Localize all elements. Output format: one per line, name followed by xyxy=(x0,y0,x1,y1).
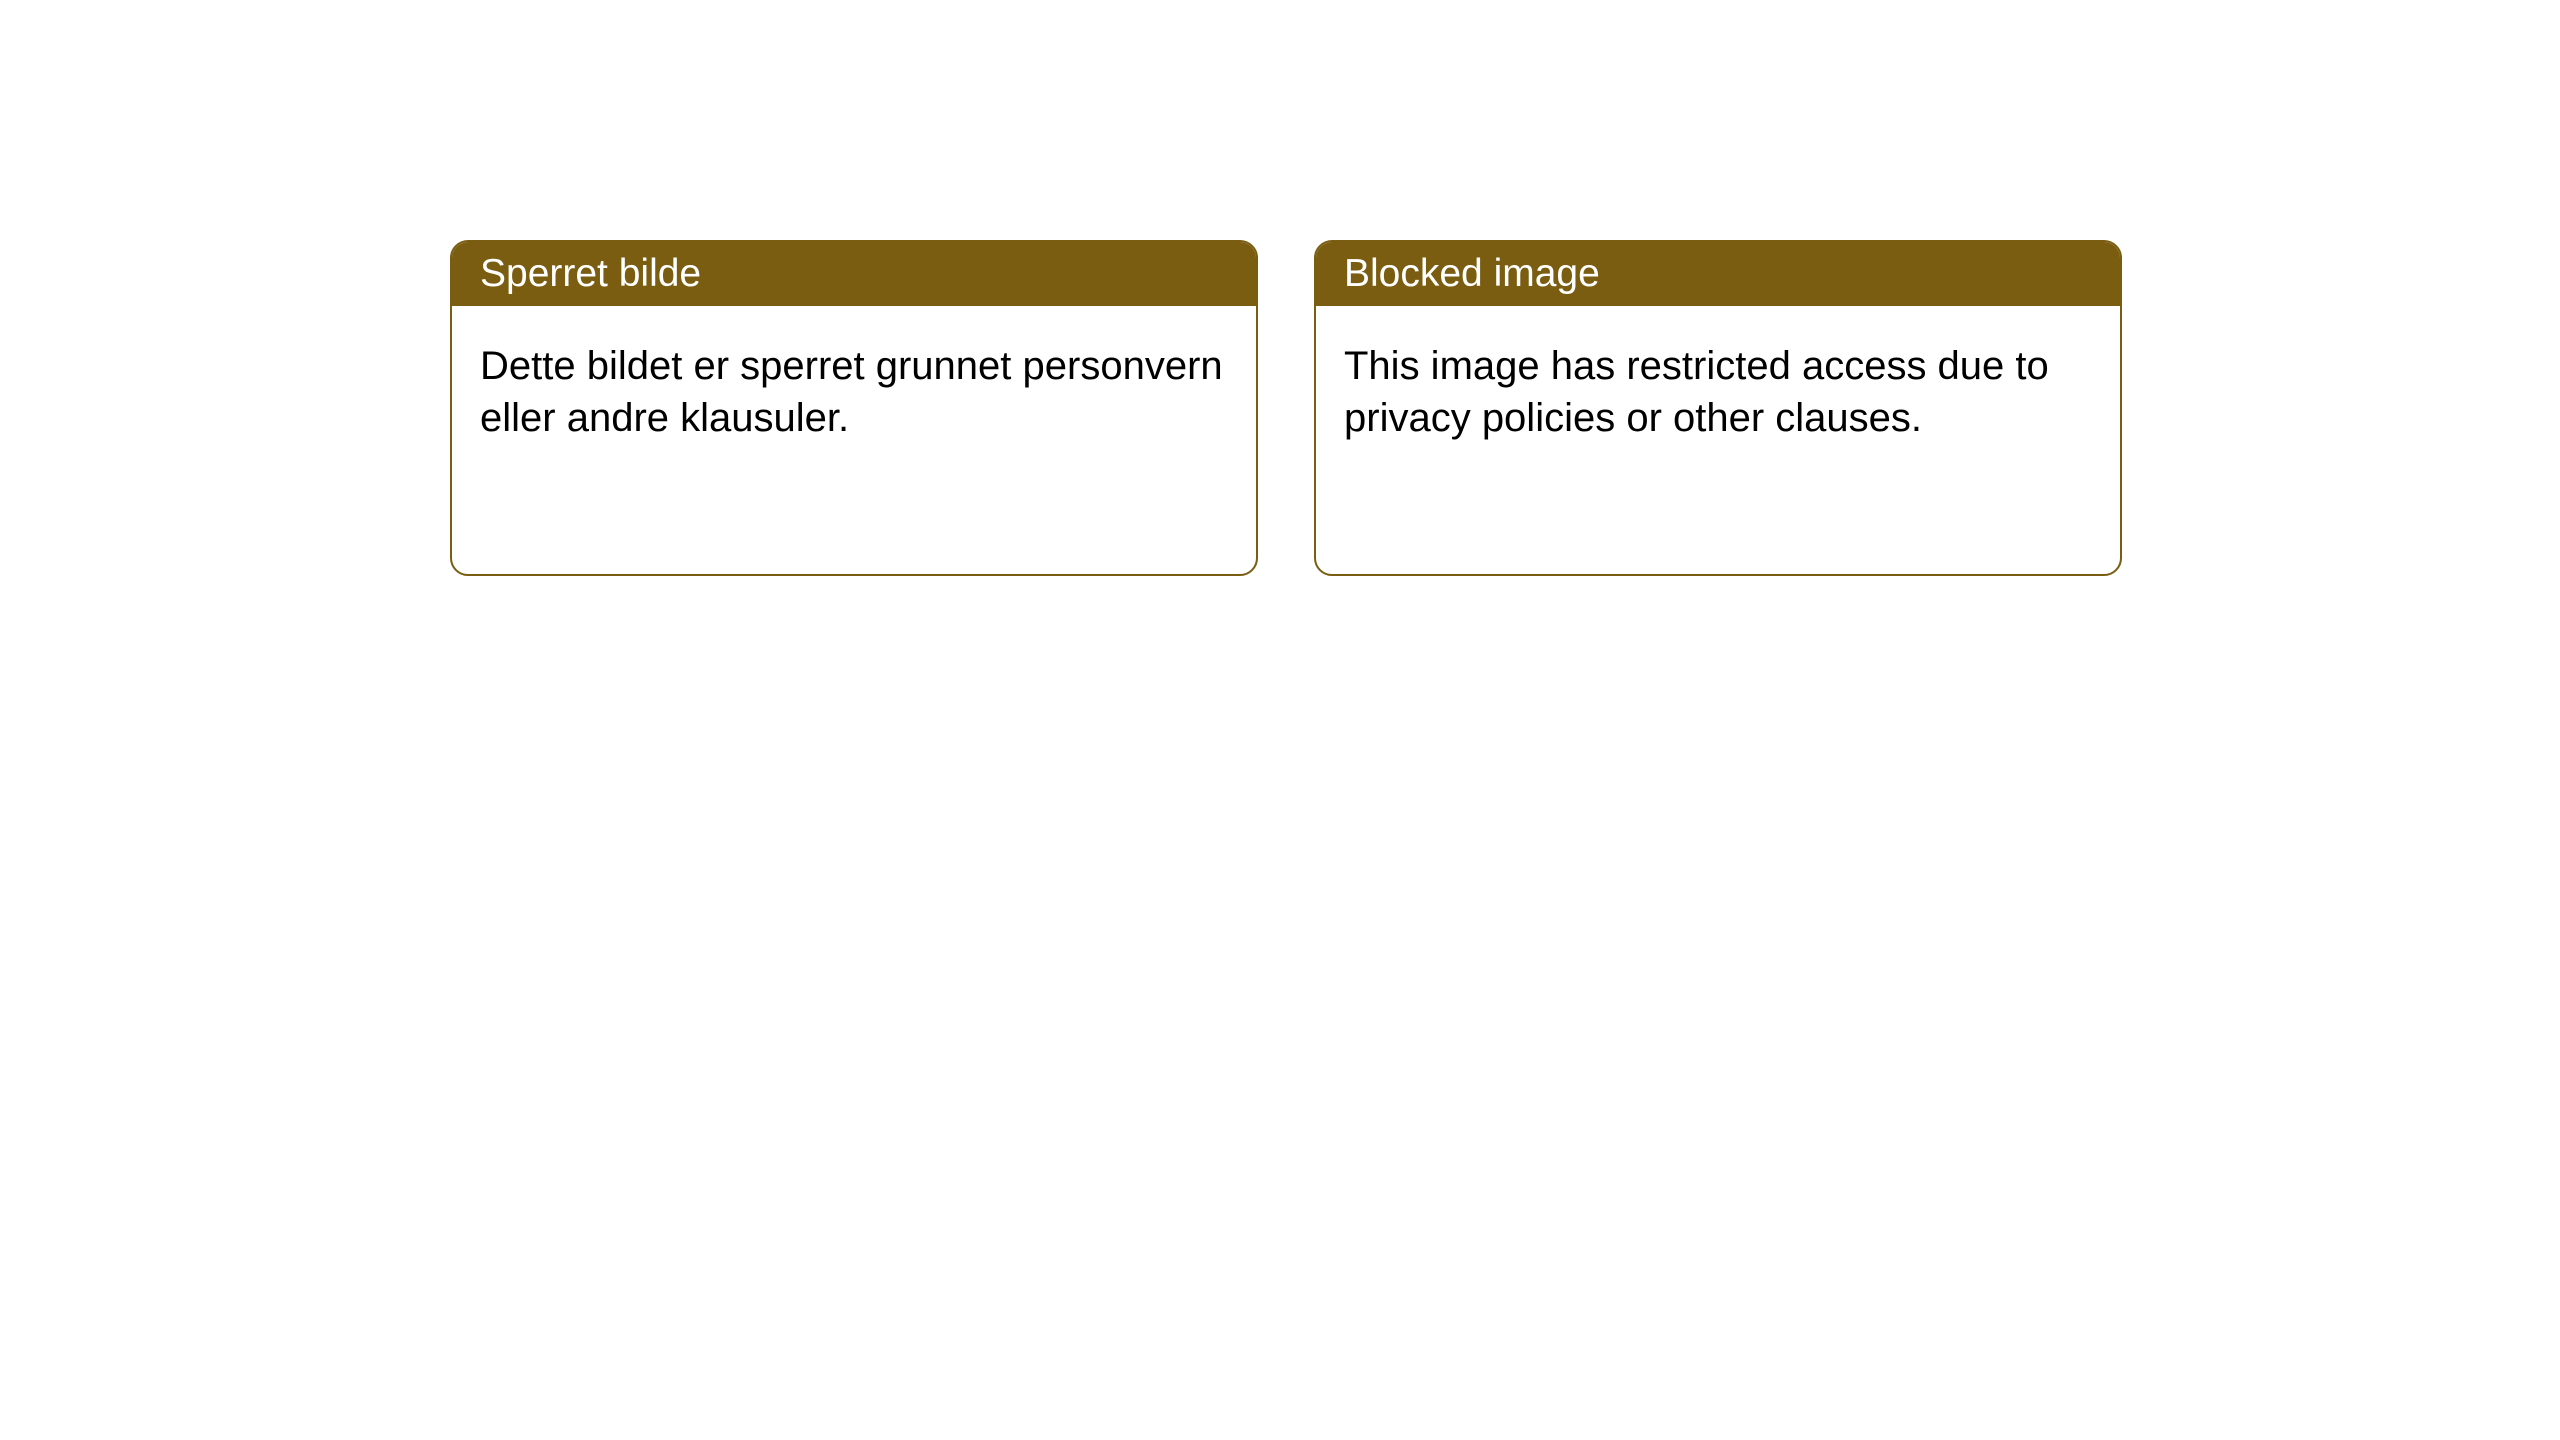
card-title: Sperret bilde xyxy=(480,252,701,295)
card-title: Blocked image xyxy=(1344,252,1600,295)
card-body-text: Dette bildet er sperret grunnet personve… xyxy=(480,344,1223,440)
notice-container: Sperret bilde Dette bildet er sperret gr… xyxy=(450,240,2122,576)
notice-card-norwegian: Sperret bilde Dette bildet er sperret gr… xyxy=(450,240,1258,576)
card-body-text: This image has restricted access due to … xyxy=(1344,344,2049,440)
card-body: Dette bildet er sperret grunnet personve… xyxy=(452,306,1256,478)
card-header: Blocked image xyxy=(1316,242,2120,306)
notice-card-english: Blocked image This image has restricted … xyxy=(1314,240,2122,576)
card-header: Sperret bilde xyxy=(452,242,1256,306)
card-body: This image has restricted access due to … xyxy=(1316,306,2120,478)
